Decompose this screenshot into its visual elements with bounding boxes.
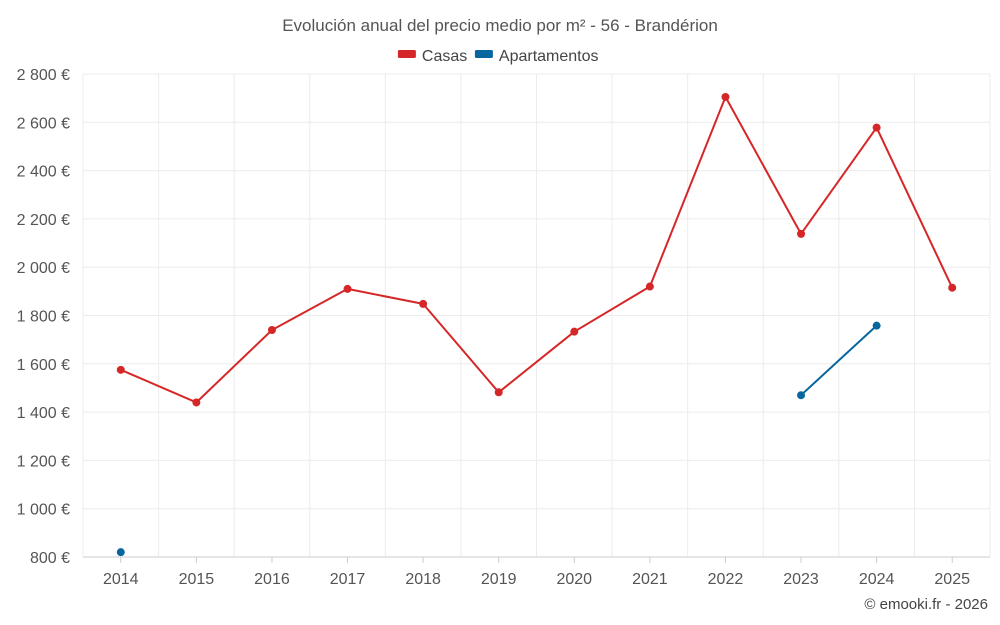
y-tick-label: 1 200 € xyxy=(17,453,70,470)
y-tick-label: 1 600 € xyxy=(17,357,70,374)
x-tick-label: 2023 xyxy=(783,571,819,588)
x-tick-label: 2024 xyxy=(859,571,895,588)
legend: Casas Apartamentos xyxy=(397,48,599,65)
data-point-casas xyxy=(948,283,957,292)
data-point-apartamentos xyxy=(872,321,881,330)
data-point-casas xyxy=(116,365,125,374)
x-tick-label: 2014 xyxy=(103,571,139,588)
data-point-casas xyxy=(419,299,428,308)
data-point-casas xyxy=(797,229,806,238)
legend-swatch-apartamentos xyxy=(474,50,493,58)
x-tick-label: 2019 xyxy=(481,571,517,588)
series-line-casas xyxy=(120,95,954,404)
x-tick-label: 2022 xyxy=(708,571,744,588)
x-tick-label: 2018 xyxy=(405,571,441,588)
data-point-casas xyxy=(721,92,730,101)
y-tick-label: 2 600 € xyxy=(17,115,70,132)
y-tick-label: 1 800 € xyxy=(17,309,70,326)
data-point-casas xyxy=(267,325,276,334)
chart-title: Evolución anual del precio medio por m² … xyxy=(282,16,718,35)
y-tick-label: 1 400 € xyxy=(17,405,70,422)
legend-label-apartamentos: Apartamentos xyxy=(499,48,599,65)
y-tick-label: 2 200 € xyxy=(17,212,70,229)
y-tick-label: 1 000 € xyxy=(17,502,70,519)
credit-text: © emooki.fr - 2026 xyxy=(864,596,988,613)
axes: 800 € 1 000 € 1 200 € 1 400 € 1 600 € 1 800 €… xyxy=(17,67,990,588)
data-point-casas xyxy=(343,284,352,293)
y-tick-label: 800 € xyxy=(30,550,70,567)
data-point-casas xyxy=(570,327,579,336)
x-tick-label: 2021 xyxy=(632,571,668,588)
series-line-apartamentos xyxy=(800,324,878,396)
grid xyxy=(82,73,991,558)
data-point-apartamentos xyxy=(797,391,806,400)
x-tick-label: 2016 xyxy=(254,571,290,588)
data-point-casas xyxy=(645,282,654,291)
legend-label-casas: Casas xyxy=(422,48,467,65)
x-tick-label: 2025 xyxy=(934,571,970,588)
x-tick-label: 2020 xyxy=(556,571,592,588)
y-tick-label: 2 800 € xyxy=(17,67,70,84)
legend-swatch-casas xyxy=(397,50,416,58)
x-tick-label: 2015 xyxy=(179,571,215,588)
data-point-casas xyxy=(872,123,881,132)
x-tick-label: 2017 xyxy=(330,571,366,588)
y-tick-label: 2 000 € xyxy=(17,260,70,277)
y-tick-label: 2 400 € xyxy=(17,164,70,181)
series-group xyxy=(116,92,957,557)
data-point-casas xyxy=(494,388,503,397)
data-point-casas xyxy=(192,398,201,407)
data-point-apartamentos xyxy=(116,548,125,557)
